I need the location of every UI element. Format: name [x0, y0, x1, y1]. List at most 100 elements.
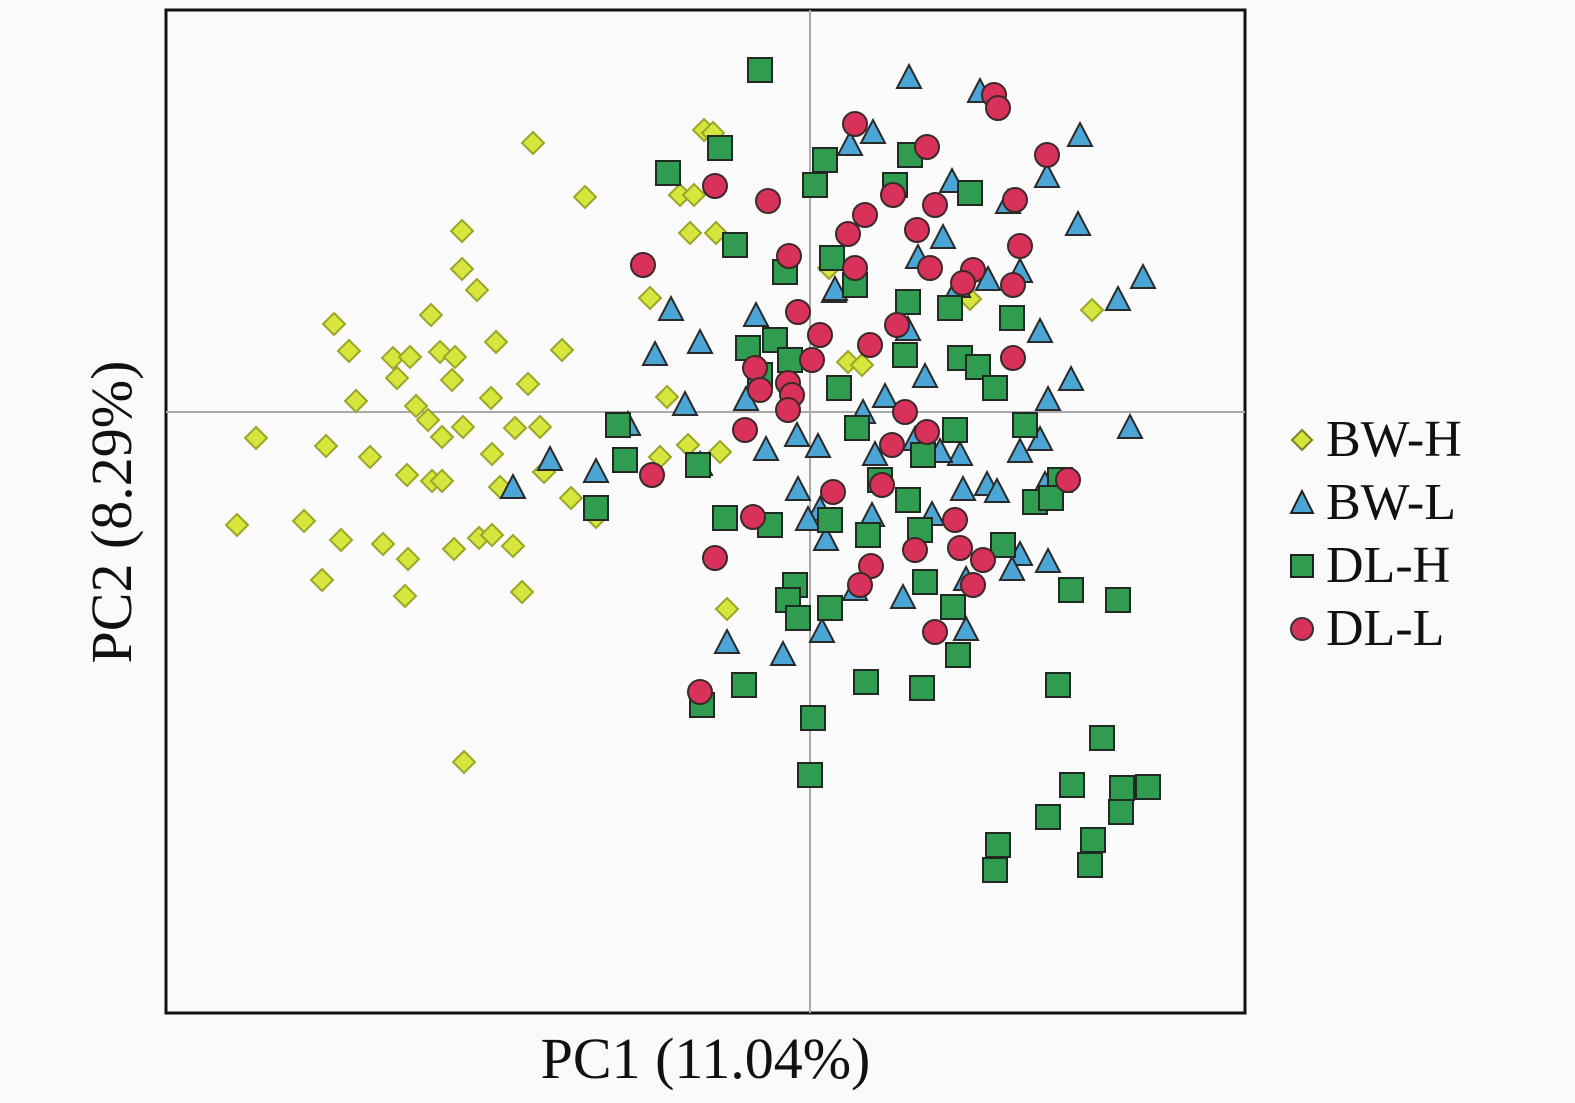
data-point-dl-h: [777, 347, 803, 373]
legend-item-bw-l: BW-L: [1284, 471, 1462, 534]
data-point-dl-h: [1105, 587, 1131, 613]
data-point-bw-h: [500, 533, 526, 559]
data-point-dl-h: [800, 705, 826, 731]
circle-marker-icon: [1290, 616, 1314, 641]
data-point-bw-l: [1057, 364, 1085, 391]
legend: BW-H BW-L DL-H DL-L: [1284, 408, 1462, 660]
data-point-bw-h: [681, 182, 707, 208]
data-point-bw-l: [582, 456, 610, 483]
data-point-bw-l: [808, 616, 836, 643]
data-point-dl-h: [910, 442, 936, 468]
data-point-bw-h: [479, 441, 505, 467]
data-point-bw-h: [714, 596, 740, 622]
data-point-dl-h: [982, 375, 1008, 401]
square-marker-icon: [1290, 553, 1314, 578]
data-point-bw-l: [536, 444, 564, 471]
data-point-bw-l: [1064, 209, 1092, 236]
data-point-bw-h: [403, 393, 429, 419]
data-point-dl-l: [960, 572, 986, 598]
data-point-dl-h: [762, 327, 788, 353]
data-point-dl-h: [1135, 774, 1161, 800]
data-point-bw-l: [1129, 262, 1157, 289]
data-point-dl-l: [857, 332, 883, 358]
data-point-bw-h: [291, 508, 317, 534]
data-point-bw-h: [509, 579, 535, 605]
data-point-dl-l: [847, 572, 873, 598]
legend-item-dl-h: DL-H: [1284, 534, 1462, 597]
data-point-bw-h: [395, 546, 421, 572]
data-point-dl-h: [957, 180, 983, 206]
data-point-dl-h: [707, 135, 733, 161]
data-point-dl-h: [817, 507, 843, 533]
data-point-dl-l: [858, 553, 884, 579]
data-point-bw-h: [309, 567, 335, 593]
data-point-bw-l: [686, 327, 714, 354]
data-point-bw-l: [641, 339, 669, 366]
data-point-dl-h: [895, 289, 921, 315]
data-point-bw-h: [384, 365, 410, 391]
data-point-dl-h: [1058, 577, 1084, 603]
data-point-bw-l: [671, 389, 699, 416]
data-point-dl-h: [1077, 852, 1103, 878]
data-point-dl-h: [826, 375, 852, 401]
data-point-dl-l: [902, 537, 928, 563]
data-point-dl-h: [712, 505, 738, 531]
legend-label: DL-H: [1326, 536, 1451, 594]
data-point-dl-h: [895, 487, 921, 513]
data-point-dl-l: [747, 377, 773, 403]
data-point-dl-l: [1000, 345, 1026, 371]
data-point-bw-h: [479, 522, 505, 548]
data-point-bw-h: [429, 424, 455, 450]
data-point-bw-h: [707, 439, 733, 465]
data-point-dl-h: [1089, 725, 1115, 751]
data-point-bw-l: [859, 117, 887, 144]
data-point-dl-h: [999, 305, 1025, 331]
data-point-bw-l: [499, 472, 527, 499]
data-point-bw-l: [1026, 316, 1054, 343]
data-point-dl-h: [945, 642, 971, 668]
data-point-dl-l: [1007, 233, 1033, 259]
data-point-bw-h: [370, 531, 396, 557]
data-point-bw-l: [752, 434, 780, 461]
data-point-bw-l: [657, 294, 685, 321]
data-point-dl-l: [942, 507, 968, 533]
data-point-bw-l: [742, 300, 770, 327]
data-point-dl-h: [1038, 485, 1064, 511]
data-point-bw-l: [769, 639, 797, 666]
data-point-bw-h: [849, 352, 875, 378]
data-point-bw-l: [871, 381, 899, 408]
data-point-bw-l: [1104, 284, 1132, 311]
data-point-bw-l: [1033, 161, 1061, 188]
data-point-bw-h: [343, 388, 369, 414]
data-point-bw-h: [654, 384, 680, 410]
data-point-dl-h: [1108, 799, 1134, 825]
data-point-dl-h: [785, 605, 811, 631]
y-axis-label: PC2 (8.29%): [79, 360, 144, 664]
data-point-dl-h: [685, 452, 711, 478]
legend-label: DL-L: [1326, 599, 1445, 657]
data-point-dl-l: [702, 545, 728, 571]
data-point-bw-l: [952, 614, 980, 641]
data-point-bw-h: [392, 583, 418, 609]
data-point-dl-l: [702, 173, 728, 199]
series-dl-l: [630, 82, 1081, 705]
data-point-dl-l: [687, 679, 713, 705]
data-point-bw-l: [1066, 120, 1094, 147]
data-point-bw-h: [1079, 297, 1105, 323]
data-point-bw-h: [357, 444, 383, 470]
data-point-dl-l: [884, 312, 910, 338]
data-point-bw-l: [784, 474, 812, 501]
data-point-bw-h: [397, 344, 423, 370]
data-point-dl-l: [947, 535, 973, 561]
data-point-bw-l: [1026, 424, 1054, 451]
data-point-bw-h: [243, 425, 269, 451]
data-point-bw-l: [861, 439, 889, 466]
data-point-bw-h: [313, 433, 339, 459]
data-point-dl-h: [655, 160, 681, 186]
data-point-dl-h: [990, 532, 1016, 558]
data-point-dl-l: [1034, 142, 1060, 168]
data-point-dl-l: [1055, 467, 1081, 493]
data-point-bw-h: [394, 462, 420, 488]
data-point-bw-l: [895, 62, 923, 89]
data-point-dl-l: [835, 221, 861, 247]
